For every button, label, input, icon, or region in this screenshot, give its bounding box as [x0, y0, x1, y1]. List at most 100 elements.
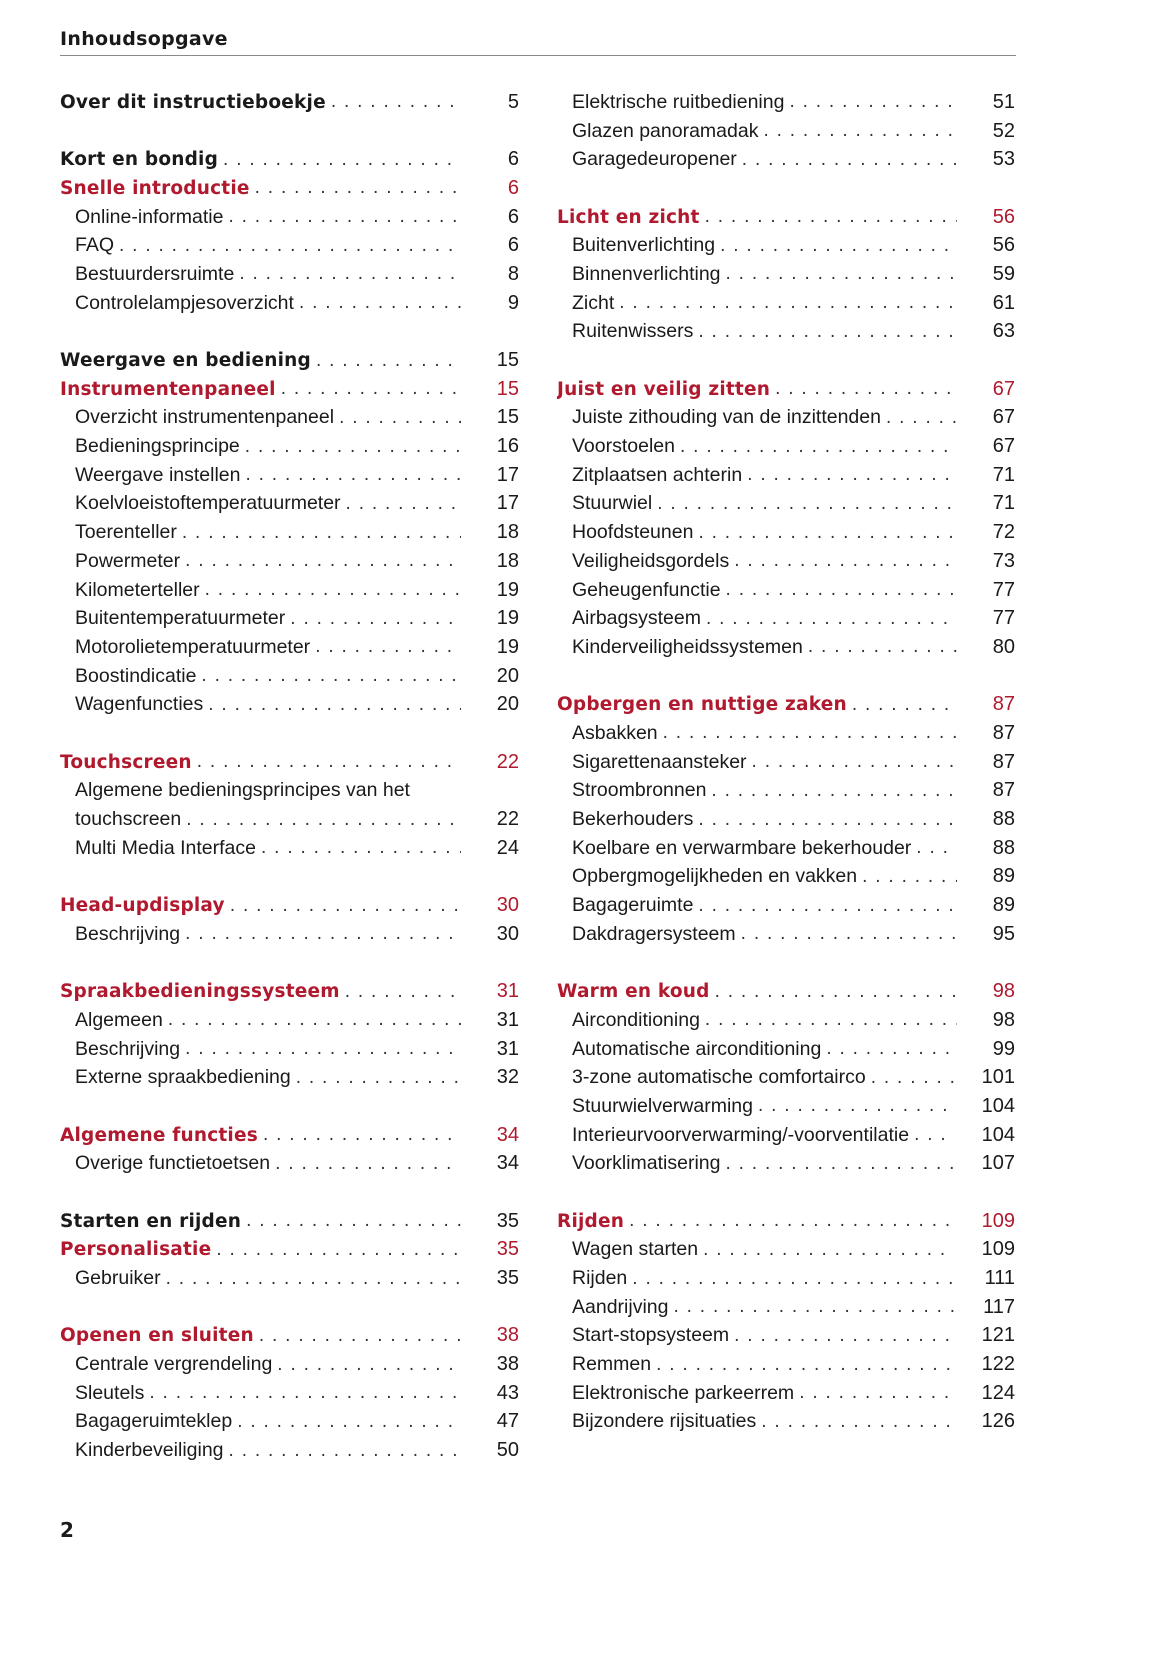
toc-entry-item[interactable]: Sleutels 43 [60, 1379, 519, 1408]
toc-entry-item[interactable]: Beschrijving 30 [60, 920, 519, 949]
toc-entry-item[interactable]: Multi Media Interface 24 [60, 834, 519, 863]
toc-entry-page: 107 [981, 1152, 1015, 1175]
toc-entry-section[interactable]: Algemene functies 34 [60, 1121, 519, 1150]
toc-entry-section[interactable]: Touchscreen 22 [60, 748, 519, 777]
toc-entry-item[interactable]: touchscreen 22 [60, 805, 519, 834]
toc-entry-item[interactable]: Boostindicatie 20 [60, 662, 519, 691]
toc-entry-item[interactable]: Dakdragersysteem 95 [557, 920, 1015, 949]
toc-entry-section[interactable]: Snelle introductie 6 [60, 174, 519, 203]
toc-entry-item[interactable]: Opbergmogelijkheden en vakken 89 [557, 863, 1015, 892]
toc-entry-item[interactable]: Bekerhouders 88 [557, 805, 1015, 834]
toc-entry-item[interactable]: Sigarettenaansteker 87 [557, 748, 1015, 777]
toc-entry-item[interactable]: Powermeter 18 [60, 547, 519, 576]
toc-entry-item[interactable]: Elektronische parkeerrem 124 [557, 1379, 1015, 1408]
toc-entry-item[interactable]: Hoofdsteunen 72 [557, 518, 1015, 547]
toc-entry-title: Kort en bondig [60, 149, 219, 171]
toc-entry-title: Sleutels [75, 1381, 145, 1404]
toc-entry-item[interactable]: Buitentemperatuurmeter 19 [60, 604, 519, 633]
toc-entry-item[interactable]: Centrale vergrendeling 38 [60, 1350, 519, 1379]
dot-leader [224, 1440, 461, 1462]
toc-entry-section[interactable]: Rijden 109 [557, 1207, 1015, 1236]
toc-entry-item[interactable]: Koelvloeistoftemperatuurmeter 17 [60, 490, 519, 519]
toc-entry-item[interactable]: Start-stopsysteem 121 [557, 1322, 1015, 1351]
toc-entry-chapter[interactable]: Weergave en bediening 15 [60, 346, 519, 375]
toc-entry-item[interactable]: Weergave instellen 17 [60, 461, 519, 490]
toc-entry-item[interactable]: Zicht 61 [557, 289, 1015, 318]
toc-entry-section[interactable]: Juist en veilig zitten 67 [557, 375, 1015, 404]
toc-entry-title: Weergave instellen [75, 463, 241, 486]
toc-entry-title: Dakdragersysteem [572, 922, 736, 945]
toc-entry-item[interactable]: Juiste zithouding van de inzittenden 67 [557, 404, 1015, 433]
toc-entry-item[interactable]: Buitenverlichting 56 [557, 231, 1015, 260]
toc-entry-section[interactable]: Instrumentenpaneel 15 [60, 375, 519, 404]
toc-entry-page: 98 [992, 980, 1015, 1003]
toc-entry-item[interactable]: Stroombronnen 87 [557, 777, 1015, 806]
toc-entry-section[interactable]: Openen en sluiten 38 [60, 1322, 519, 1351]
toc-entry-item[interactable]: Kinderbeveiliging 50 [60, 1436, 519, 1465]
toc-entry-item[interactable]: Beschrijving 31 [60, 1035, 519, 1064]
toc-entry-item[interactable]: Automatische airconditioning 99 [557, 1035, 1015, 1064]
toc-entry-title: Powermeter [75, 549, 181, 572]
toc-entry-item[interactable]: Zitplaatsen achterin 71 [557, 461, 1015, 490]
toc-entry-section[interactable]: Spraakbedieningssysteem 31 [60, 977, 519, 1006]
toc-entry-page: 20 [496, 664, 519, 687]
toc-entry-item[interactable]: Binnenverlichting 59 [557, 260, 1015, 289]
toc-entry-item[interactable]: Bagageruimte 89 [557, 891, 1015, 920]
toc-entry-item[interactable]: Overzicht instrumentenpaneel 15 [60, 404, 519, 433]
toc-entry-item[interactable]: Elektrische ruitbediening 51 [557, 88, 1015, 117]
toc-entry-item[interactable]: Glazen panoramadak 52 [557, 117, 1015, 146]
toc-entry-item[interactable]: FAQ 6 [60, 231, 519, 260]
toc-entry-item[interactable]: Voorklimatisering 107 [557, 1149, 1015, 1178]
toc-entry-item[interactable]: Aandrijving 117 [557, 1293, 1015, 1322]
toc-entry-item[interactable]: Externe spraakbediening 32 [60, 1063, 519, 1092]
toc-entry-item[interactable]: Koelbare en verwarmbare bekerhouder 88 [557, 834, 1015, 863]
toc-entry-chapter[interactable]: Kort en bondig 6 [60, 145, 519, 174]
toc-entry-title: 3-zone automatische comfortairco [572, 1066, 866, 1089]
toc-entry-item[interactable]: Interieurvoorverwarming/-voorventilatie 1… [557, 1121, 1015, 1150]
toc-entry-item[interactable]: Voorstoelen 67 [557, 432, 1015, 461]
toc-entry-item[interactable]: Stuurwiel 71 [557, 490, 1015, 519]
toc-entry-item[interactable]: Geheugenfunctie 77 [557, 576, 1015, 605]
toc-entry-item[interactable]: Motorolietemperatuurmeter 19 [60, 633, 519, 662]
toc-entry-section[interactable]: Warm en koud 98 [557, 977, 1015, 1006]
toc-entry-item[interactable]: Kinderveiligheidssystemen 80 [557, 633, 1015, 662]
toc-entry-item[interactable]: Bijzondere rijsituaties 126 [557, 1408, 1015, 1437]
toc-entry-section[interactable]: Personalisatie 35 [60, 1236, 519, 1265]
toc-entry-item[interactable]: 3-zone automatische comfortairco 101 [557, 1063, 1015, 1092]
toc-entry-page: 32 [496, 1066, 519, 1089]
toc-entry-section[interactable]: Licht en zicht 56 [557, 203, 1015, 232]
toc-entry-item[interactable]: Bagageruimteklep 47 [60, 1408, 519, 1437]
toc-entry-item[interactable]: Toerenteller 18 [60, 518, 519, 547]
toc-entry-section[interactable]: Head-updisplay 30 [60, 891, 519, 920]
toc-entry-item[interactable]: Airbagsysteem 77 [557, 604, 1015, 633]
toc-entry-item[interactable]: Rijden 111 [557, 1264, 1015, 1293]
toc-entry-item[interactable]: Veiligheidsgordels 73 [557, 547, 1015, 576]
toc-entry-section[interactable]: Opbergen en nuttige zaken 87 [557, 690, 1015, 719]
toc-entry-chapter[interactable]: Over dit instructieboekje 5 [60, 88, 519, 117]
toc-entry-item[interactable]: Asbakken 87 [557, 719, 1015, 748]
toc-entry-item[interactable]: Online-informatie 6 [60, 203, 519, 232]
toc-entry-item[interactable]: Garagedeuropener 53 [557, 145, 1015, 174]
toc-entry-item[interactable]: Airconditioning 98 [557, 1006, 1015, 1035]
toc-entry-page: 104 [981, 1123, 1015, 1146]
toc-entry-item[interactable]: Kilometerteller 19 [60, 576, 519, 605]
toc-entry-page: 87 [992, 693, 1015, 716]
dot-leader [821, 1038, 957, 1060]
toc-entry-item[interactable]: Ruitenwissers 63 [557, 318, 1015, 347]
toc-entry-item[interactable]: Stuurwielverwarming 104 [557, 1092, 1015, 1121]
toc-entry-item[interactable]: Gebruiker 35 [60, 1264, 519, 1293]
dot-leader [240, 464, 461, 486]
toc-entry-item[interactable]: Controlelampjesoverzicht 9 [60, 289, 519, 318]
toc-entry-item[interactable]: Wagen starten 109 [557, 1236, 1015, 1265]
toc-entry-item[interactable]: Wagenfuncties 20 [60, 690, 519, 719]
toc-entry-chapter[interactable]: Starten en rijden 35 [60, 1207, 519, 1236]
toc-entry-item[interactable]: Bedieningsprincipe 16 [60, 432, 519, 461]
toc-entry-item[interactable]: Algemene bedieningsprincipes van het [60, 777, 519, 806]
toc-entry-page: 17 [496, 492, 519, 515]
toc-entry-page: 87 [992, 721, 1015, 744]
toc-entry-item[interactable]: Bestuurdersruimte 8 [60, 260, 519, 289]
toc-entry-item[interactable]: Algemeen 31 [60, 1006, 519, 1035]
toc-entry-item[interactable]: Remmen 122 [557, 1350, 1015, 1379]
toc-entry-item[interactable]: Overige functietoetsen 34 [60, 1149, 519, 1178]
dot-leader [803, 636, 957, 658]
